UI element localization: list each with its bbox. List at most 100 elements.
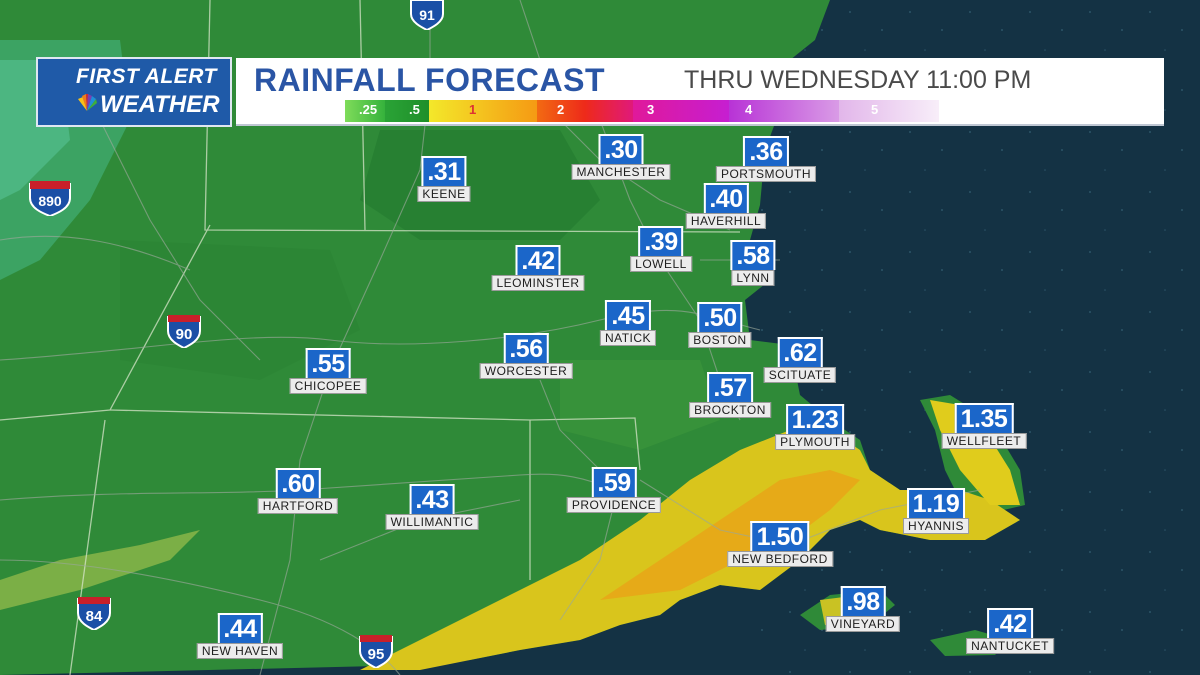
legend-seg-4 <box>633 100 729 122</box>
city-label-lynn: .58 LYNN <box>730 240 776 286</box>
rainfall-value: .42 <box>987 608 1033 638</box>
rainfall-value: 1.50 <box>750 521 810 551</box>
page-title: RAINFALL FORECAST <box>254 62 606 98</box>
rainfall-value: .56 <box>503 333 549 363</box>
legend-seg-0 <box>345 100 385 122</box>
rainfall-value: .42 <box>515 245 561 275</box>
interstate-95-shield: 95 <box>359 635 393 668</box>
rainfall-value: .59 <box>591 467 637 497</box>
rainfall-value: .60 <box>275 468 321 498</box>
rainfall-value: 1.23 <box>785 404 845 434</box>
city-label-willimantic: .43 WILLIMANTIC <box>385 484 479 530</box>
legend-seg-6 <box>839 100 939 122</box>
city-name: BOSTON <box>688 332 752 348</box>
city-name: PLYMOUTH <box>775 434 855 450</box>
city-name: SCITUATE <box>763 367 837 383</box>
legend-label: 5 <box>871 102 879 117</box>
city-name: PORTSMOUTH <box>715 166 817 182</box>
city-label-keene: .31 KEENE <box>417 156 471 202</box>
legend-label: 2 <box>557 102 565 117</box>
title-banner: RAINFALL FORECAST THRU WEDNESDAY 11:00 P… <box>236 58 1164 126</box>
city-name: BROCKTON <box>689 402 771 418</box>
city-label-worcester: .56 WORCESTER <box>479 333 573 379</box>
city-label-wellfleet: 1.35 WELLFLEET <box>941 403 1027 449</box>
city-name: NEW HAVEN <box>196 643 284 659</box>
city-label-leominster: .42 LEOMINSTER <box>491 245 585 291</box>
legend-seg-5 <box>729 100 839 122</box>
rainfall-value: .30 <box>598 134 644 164</box>
city-label-chicopee: .55 CHICOPEE <box>289 348 367 394</box>
city-name: HYANNIS <box>903 518 969 534</box>
city-name: WILLIMANTIC <box>385 514 479 530</box>
interstate-90-shield: 90 <box>167 315 201 348</box>
city-name: LYNN <box>731 270 775 286</box>
city-label-haverhill: .40 HAVERHILL <box>685 183 767 229</box>
rainfall-value: .55 <box>305 348 351 378</box>
city-name: MANCHESTER <box>571 164 671 180</box>
rainfall-value: 1.35 <box>954 403 1014 433</box>
city-label-new-bedford: 1.50 NEW BEDFORD <box>727 521 833 567</box>
city-label-hyannis: 1.19 HYANNIS <box>903 488 969 534</box>
rainfall-value: .43 <box>409 484 455 514</box>
legend-label: .5 <box>409 102 420 117</box>
forecast-period: THRU WEDNESDAY 11:00 PM <box>684 66 1032 94</box>
legend-seg-1 <box>385 100 429 122</box>
city-label-lowell: .39 LOWELL <box>630 226 692 272</box>
rainfall-value: .31 <box>421 156 467 186</box>
legend-label: .25 <box>359 102 378 117</box>
shield-number: 84 <box>86 608 103 625</box>
city-name: PROVIDENCE <box>566 497 662 513</box>
peacock-icon <box>78 94 97 111</box>
city-label-brockton: .57 BROCKTON <box>689 372 771 418</box>
city-name: KEENE <box>417 186 471 202</box>
city-name: NANTUCKET <box>966 638 1054 654</box>
rainfall-value: .40 <box>703 183 749 213</box>
city-label-portsmouth: .36 PORTSMOUTH <box>715 136 817 182</box>
city-name: LOWELL <box>630 256 692 272</box>
rainfall-value: .98 <box>840 586 886 616</box>
interstate-84-shield: 84 <box>77 597 111 630</box>
city-label-vineyard: .98 VINEYARD <box>825 586 901 632</box>
rainfall-value: .57 <box>707 372 753 402</box>
rainfall-legend-scale: .25 .5 1 2 3 4 5 <box>345 100 939 122</box>
shield-number: 91 <box>419 7 435 23</box>
legend-seg-3 <box>537 100 633 122</box>
city-label-scituate: .62 SCITUATE <box>763 337 837 383</box>
logo-line2: WEATHER <box>100 91 220 118</box>
city-name: LEOMINSTER <box>491 275 585 291</box>
interstate-890-shield: 890 <box>29 181 71 216</box>
city-label-natick: .45 NATICK <box>599 300 657 346</box>
interstate-91-shield: 91 <box>410 0 444 30</box>
first-alert-weather-logo: FIRST ALERT WEATHER <box>36 57 232 127</box>
rainfall-value: .45 <box>605 300 651 330</box>
rainfall-value: .36 <box>743 136 789 166</box>
city-label-nantucket: .42 NANTUCKET <box>966 608 1054 654</box>
rainfall-value: .62 <box>777 337 823 367</box>
rainfall-value: .44 <box>217 613 263 643</box>
city-label-plymouth: 1.23 PLYMOUTH <box>775 404 855 450</box>
city-label-boston: .50 BOSTON <box>688 302 752 348</box>
city-name: NEW BEDFORD <box>727 551 833 567</box>
legend-label: 1 <box>469 102 477 117</box>
city-label-new-haven: .44 NEW HAVEN <box>196 613 284 659</box>
rainfall-value: 1.19 <box>906 488 966 518</box>
city-label-hartford: .60 HARTFORD <box>257 468 339 514</box>
city-name: VINEYARD <box>825 616 901 632</box>
legend-label: 3 <box>647 102 655 117</box>
shield-number: 95 <box>368 646 385 663</box>
rainfall-value: .39 <box>638 226 684 256</box>
city-name: HAVERHILL <box>685 213 767 229</box>
city-name: HARTFORD <box>257 498 339 514</box>
rainfall-value: .50 <box>697 302 743 332</box>
shield-number: 90 <box>176 326 193 343</box>
logo-line1: FIRST ALERT <box>76 65 217 88</box>
rainfall-value: .58 <box>730 240 776 270</box>
city-name: NATICK <box>599 330 657 346</box>
city-name: CHICOPEE <box>289 378 367 394</box>
legend-label: 4 <box>745 102 753 117</box>
city-name: WORCESTER <box>479 363 573 379</box>
city-label-manchester: .30 MANCHESTER <box>571 134 671 180</box>
shield-number: 890 <box>38 193 62 209</box>
city-label-providence: .59 PROVIDENCE <box>566 467 662 513</box>
city-name: WELLFLEET <box>941 433 1027 449</box>
